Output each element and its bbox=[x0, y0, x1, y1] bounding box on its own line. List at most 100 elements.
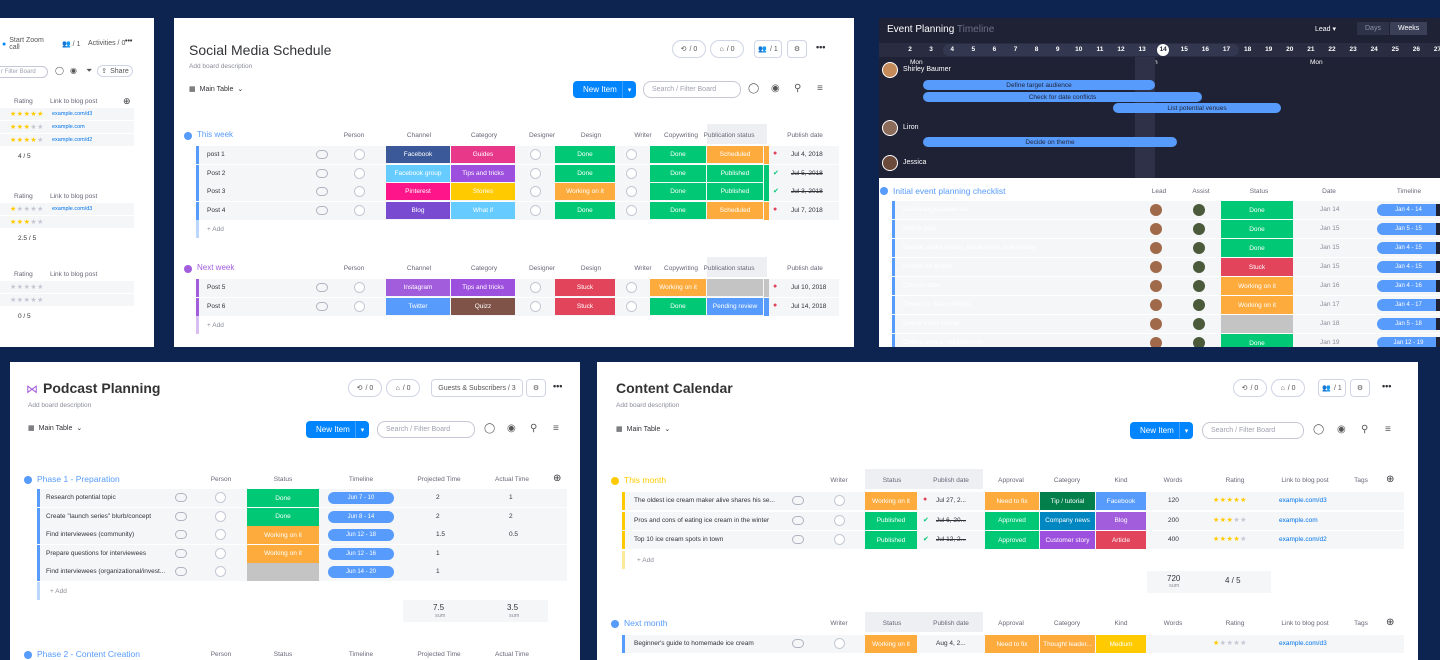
publication-status[interactable] bbox=[707, 279, 763, 296]
lead-avatar[interactable] bbox=[1150, 299, 1162, 311]
person-avatar[interactable] bbox=[882, 120, 898, 136]
timeline-bar[interactable]: Decide on theme bbox=[923, 137, 1177, 147]
item-name[interactable]: Top 10 ice cream spots in town bbox=[634, 536, 724, 543]
date-cell[interactable]: Jan 15 bbox=[1320, 263, 1340, 270]
view-selector[interactable]: ▦ Main Table ⌄ bbox=[616, 425, 671, 434]
filter-icon[interactable]: ≡ bbox=[1385, 424, 1391, 435]
writer-avatar[interactable] bbox=[626, 282, 637, 293]
rating-stars[interactable]: ★★★★★ bbox=[1213, 516, 1247, 524]
writer-avatar[interactable] bbox=[626, 204, 637, 216]
copywriting-status[interactable]: Working on it bbox=[650, 279, 706, 296]
conversation-icon[interactable] bbox=[175, 511, 187, 521]
rating-stars[interactable]: ★★★★★ bbox=[10, 283, 44, 291]
group-collapse-icon[interactable] bbox=[24, 476, 32, 484]
pin-icon[interactable]: ⚲ bbox=[530, 423, 538, 434]
timeline-pill[interactable]: Jan 5 - 15 bbox=[1377, 223, 1440, 235]
person-filter-icon[interactable]: ◯ bbox=[1313, 424, 1325, 435]
group-title[interactable]: Phase 1 - Preparation bbox=[37, 474, 120, 484]
channel-status[interactable]: Blog bbox=[386, 201, 450, 219]
timeline-pill[interactable]: Jun 12 - 16 bbox=[328, 547, 394, 560]
item-name[interactable]: Create "launch series" blurb/concept bbox=[46, 512, 152, 520]
pin-icon[interactable]: ⚲ bbox=[1361, 424, 1369, 435]
table-row[interactable] bbox=[0, 134, 134, 146]
designer-avatar[interactable] bbox=[530, 204, 541, 216]
integrations-button[interactable]: ⚙ bbox=[1350, 379, 1370, 397]
add-column-icon[interactable]: ⊕ bbox=[1386, 474, 1395, 485]
status-cell[interactable]: Working on it bbox=[865, 492, 917, 510]
status-cell[interactable]: Done bbox=[1221, 201, 1293, 219]
publication-status[interactable]: Published bbox=[707, 164, 763, 182]
pin-icon[interactable]: ⚲ bbox=[794, 83, 802, 94]
updates-counter-button[interactable]: ⟲/ 0 bbox=[672, 40, 706, 58]
assist-avatar[interactable] bbox=[1193, 280, 1205, 292]
channel-status[interactable]: Facebook bbox=[386, 146, 450, 163]
blog-link[interactable]: example.com/d2 bbox=[1279, 536, 1327, 543]
filter-icon[interactable]: ⏷ bbox=[86, 66, 93, 75]
new-item-button[interactable]: New Item ▾ bbox=[306, 421, 369, 438]
writer-avatar[interactable] bbox=[626, 300, 637, 312]
eye-icon[interactable]: ◉ bbox=[507, 423, 516, 434]
publish-date[interactable]: Jul 3, 2018 bbox=[791, 188, 823, 195]
rating-stars[interactable]: ★★★★★ bbox=[1213, 535, 1247, 543]
activity-counter-button[interactable]: ⌂/ 0 bbox=[386, 379, 420, 397]
conversation-icon[interactable] bbox=[792, 496, 804, 505]
assist-avatar[interactable] bbox=[1193, 204, 1205, 216]
table-row[interactable] bbox=[892, 239, 1440, 257]
add-column-icon[interactable]: ⊕ bbox=[1386, 617, 1395, 628]
person-avatar[interactable] bbox=[354, 149, 365, 160]
conversation-icon[interactable] bbox=[316, 187, 328, 196]
projected-time[interactable]: 1 bbox=[436, 568, 440, 575]
item-name[interactable]: Post 6 bbox=[207, 302, 226, 310]
lead-avatar[interactable] bbox=[1150, 318, 1162, 330]
publication-status[interactable]: Published bbox=[707, 183, 763, 200]
approval-cell[interactable]: Approved bbox=[985, 511, 1039, 530]
publish-date[interactable]: Jul 7, 2018 bbox=[791, 206, 823, 214]
copywriting-status[interactable]: Done bbox=[650, 297, 706, 315]
publish-date[interactable]: Jul 14, 2018 bbox=[791, 302, 827, 310]
writer-avatar[interactable] bbox=[834, 495, 845, 506]
conversation-icon[interactable] bbox=[316, 205, 328, 215]
category-cell[interactable]: Customer story bbox=[1040, 531, 1095, 549]
publish-date[interactable]: Jul 12, 2... bbox=[936, 536, 966, 543]
members-button[interactable]: 👥/ 1 bbox=[1318, 379, 1346, 397]
timeline-pill[interactable]: Jan 4 - 14 bbox=[1377, 204, 1440, 216]
group-by-selector[interactable]: Lead ▾ bbox=[1315, 26, 1337, 33]
kind-cell[interactable]: Article bbox=[1096, 531, 1146, 549]
projected-time[interactable]: 1.5 bbox=[436, 531, 446, 538]
conversation-icon[interactable] bbox=[175, 493, 187, 502]
person-filter-icon[interactable]: ◯ bbox=[484, 423, 496, 434]
category-status[interactable]: Quizz bbox=[451, 297, 515, 315]
add-column-icon[interactable]: ⊕ bbox=[123, 96, 131, 106]
activity-counter-button[interactable]: ⌂/ 0 bbox=[1271, 379, 1305, 397]
writer-avatar[interactable] bbox=[834, 514, 845, 526]
share-button[interactable]: ⇪ Share bbox=[97, 65, 133, 77]
status-cell[interactable]: Published bbox=[865, 531, 917, 549]
eye-icon[interactable]: ◉ bbox=[1337, 424, 1346, 435]
copywriting-status[interactable]: Done bbox=[650, 183, 706, 200]
projected-time[interactable]: 2 bbox=[436, 494, 440, 501]
item-name[interactable]: Define target audience bbox=[903, 206, 969, 213]
approval-cell[interactable]: Need to fix bbox=[985, 492, 1039, 510]
add-column-icon[interactable]: ⊕ bbox=[553, 473, 562, 484]
rating-stars[interactable]: ★★★★★ bbox=[10, 205, 44, 213]
assist-avatar[interactable] bbox=[1193, 223, 1205, 235]
status-cell[interactable]: Working on it bbox=[247, 544, 319, 563]
lead-avatar[interactable] bbox=[1150, 280, 1162, 292]
words-cell[interactable]: 120 bbox=[1168, 497, 1179, 504]
lead-avatar[interactable] bbox=[1150, 261, 1162, 273]
person-avatar[interactable] bbox=[354, 186, 365, 197]
group-collapse-icon[interactable] bbox=[611, 477, 619, 485]
chevron-down-icon[interactable]: ▾ bbox=[1179, 422, 1193, 439]
item-name[interactable]: Find interviewees (community) bbox=[46, 531, 135, 538]
filter-board-input[interactable]: r Filter Board bbox=[0, 66, 48, 78]
table-row[interactable] bbox=[0, 281, 134, 293]
kind-cell[interactable]: Medium bbox=[1096, 635, 1146, 653]
new-item-button[interactable]: New Item ▾ bbox=[1130, 422, 1193, 439]
add-item-button[interactable]: + Add bbox=[207, 226, 224, 233]
lead-avatar[interactable] bbox=[1150, 337, 1162, 347]
rating-stars[interactable]: ★★★★★ bbox=[10, 136, 44, 144]
eye-icon[interactable]: ◉ bbox=[771, 83, 780, 94]
blog-link[interactable]: example.com/d3 bbox=[52, 111, 93, 117]
person-avatar[interactable] bbox=[354, 300, 365, 312]
date-cell[interactable]: Jan 16 bbox=[1320, 282, 1340, 289]
